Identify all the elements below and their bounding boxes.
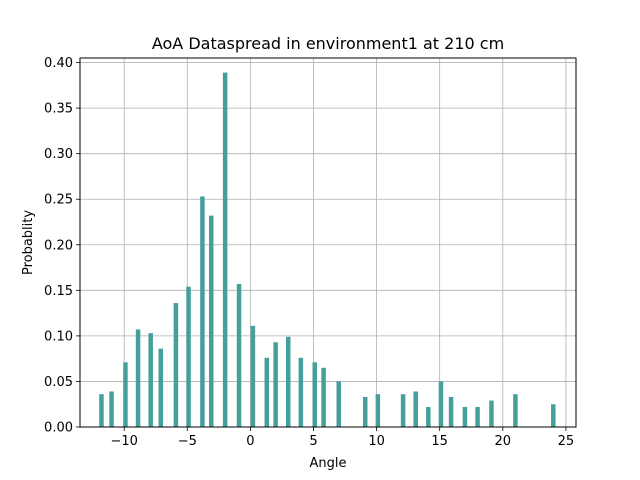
bar <box>209 215 214 427</box>
y-tick-label: 0.20 <box>44 238 73 253</box>
bar <box>336 381 341 427</box>
x-tick-label: 15 <box>431 434 448 449</box>
y-tick-label: 0.15 <box>44 284 73 299</box>
ticks: −10 −5 0 5 10 15 20 25 0.00 0.05 0.10 0.15 0.20 0.25 0… <box>44 56 574 449</box>
y-tick-label: 0.25 <box>44 193 73 208</box>
bar <box>362 396 368 427</box>
bar <box>438 381 444 427</box>
x-axis-title: Angle <box>310 456 347 471</box>
bar <box>375 394 381 427</box>
bar <box>148 333 153 427</box>
bar <box>135 329 141 427</box>
bar <box>222 72 228 428</box>
y-axis-title: Probablity <box>21 210 36 275</box>
bar <box>321 367 326 427</box>
bars <box>99 72 556 428</box>
bar <box>489 400 494 427</box>
bar <box>99 394 104 427</box>
y-tick-label: 0.05 <box>44 375 73 390</box>
bar <box>264 357 270 427</box>
x-tick-label: 20 <box>495 434 512 449</box>
bar <box>109 391 114 427</box>
x-tick-label: 0 <box>246 434 254 449</box>
y-tick-label: 0.10 <box>44 329 73 344</box>
bar <box>186 286 191 427</box>
bar <box>426 406 431 427</box>
bar <box>462 406 468 427</box>
grid <box>80 58 576 428</box>
y-tick-label: 0.30 <box>44 147 73 162</box>
bar <box>200 196 205 427</box>
bar <box>551 404 556 427</box>
bar <box>285 336 291 427</box>
bar <box>475 406 480 427</box>
bar <box>400 394 406 427</box>
chart-title: AoA Dataspread in environment1 at 210 cm <box>152 34 504 53</box>
x-tick-label: 25 <box>558 434 575 449</box>
x-tick-label: −10 <box>110 434 137 449</box>
x-tick-label: 5 <box>309 434 317 449</box>
x-tick-label: −5 <box>178 434 197 449</box>
plot-frame <box>79 57 577 428</box>
bar <box>250 325 256 427</box>
bar <box>123 362 128 427</box>
bar <box>312 362 317 427</box>
y-tick-label: 0.00 <box>44 421 73 436</box>
bar <box>158 348 164 427</box>
bar <box>273 342 278 427</box>
bar <box>448 396 454 427</box>
bar <box>513 394 518 427</box>
bar <box>413 391 418 427</box>
bar <box>173 303 179 427</box>
y-tick-label: 0.40 <box>44 56 73 71</box>
y-tick-label: 0.35 <box>44 102 73 117</box>
bar <box>236 283 242 427</box>
bar <box>298 357 304 427</box>
x-tick-label: 10 <box>368 434 385 449</box>
